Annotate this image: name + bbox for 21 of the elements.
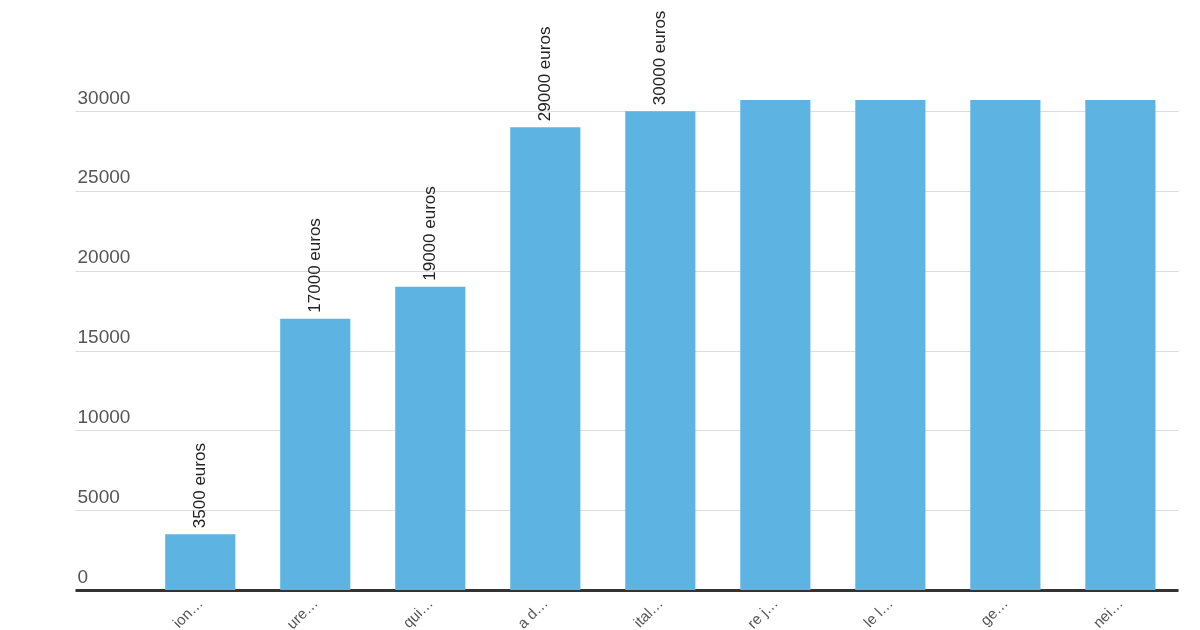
y-tick-label: 0 (77, 565, 89, 587)
x-tick-label: le l… (859, 594, 896, 630)
y-tick-label: 30000 (77, 86, 131, 108)
y-tick-label: 5000 (77, 485, 120, 507)
data-label: 30000 euros (650, 10, 670, 106)
y-tick-label: 25000 (77, 166, 131, 188)
x-tick-label: qui… (399, 594, 436, 630)
y-tick-label: 15000 (77, 326, 131, 348)
x-tick-label: re j… (743, 594, 781, 630)
x-tick-label: ion… (169, 594, 206, 630)
x-tick-label: nei… (1089, 594, 1127, 630)
data-label: 19000 euros (420, 186, 440, 281)
data-label: 29000 euros (535, 26, 555, 122)
x-tick-label: ital… (629, 594, 666, 630)
data-label: 3500 euros (190, 443, 210, 529)
x-tick-label: ge… (976, 594, 1012, 629)
y-tick-label: 10000 (77, 405, 131, 427)
x-tick-label: a d… (513, 594, 551, 630)
data-label: 17000 euros (305, 218, 325, 313)
x-tick-label: ure… (282, 594, 321, 630)
y-tick-label: 20000 (77, 246, 131, 268)
